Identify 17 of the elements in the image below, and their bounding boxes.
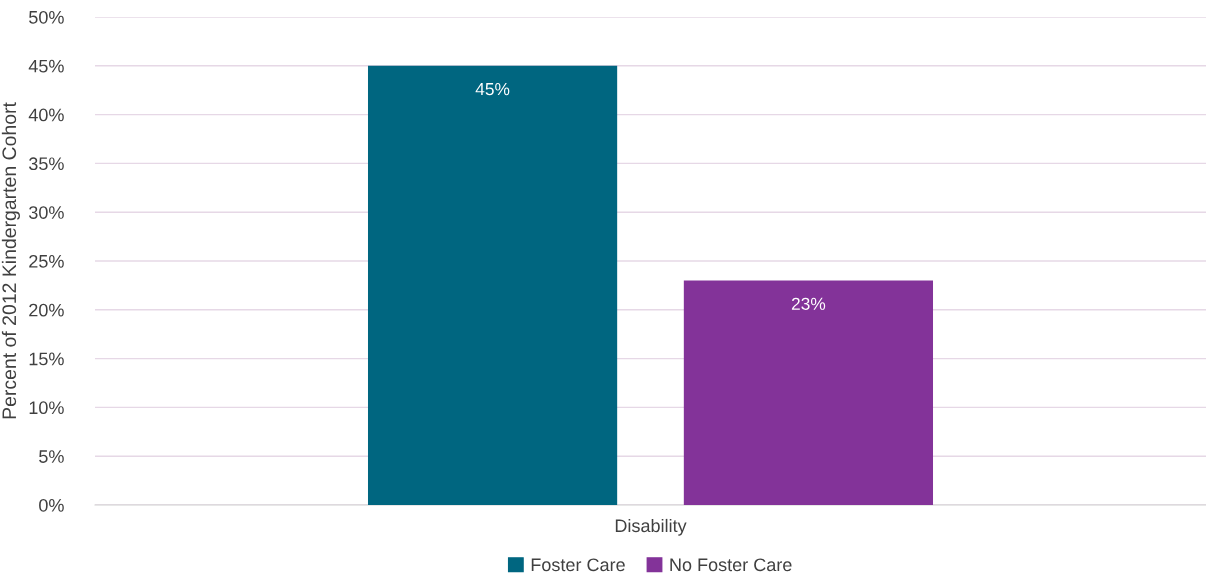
y-tick-label: 5% (39, 450, 64, 463)
data-label: 45% (475, 83, 510, 96)
y-tick-label: 35% (29, 157, 64, 171)
y-tick-label: 25% (29, 254, 64, 268)
y-tick-label: 45% (28, 59, 64, 73)
y-tick-label: 40% (28, 108, 64, 122)
legend-label: No Foster Care (670, 558, 792, 572)
data-label: 23% (791, 297, 826, 310)
y-tick-label: 10% (29, 401, 64, 415)
x-tick-label: Disability (615, 518, 687, 536)
y-tick-label: 30% (29, 206, 64, 219)
y-tick-label: 50% (29, 10, 64, 24)
y-axis-title: Percent of 2012 Kindergarten Cohort (1, 102, 20, 419)
y-tick-label: 0% (39, 498, 64, 512)
y-tick-label: 20% (29, 303, 64, 317)
legend-label: Foster Care (531, 558, 625, 572)
y-tick-label: 15% (29, 352, 64, 366)
